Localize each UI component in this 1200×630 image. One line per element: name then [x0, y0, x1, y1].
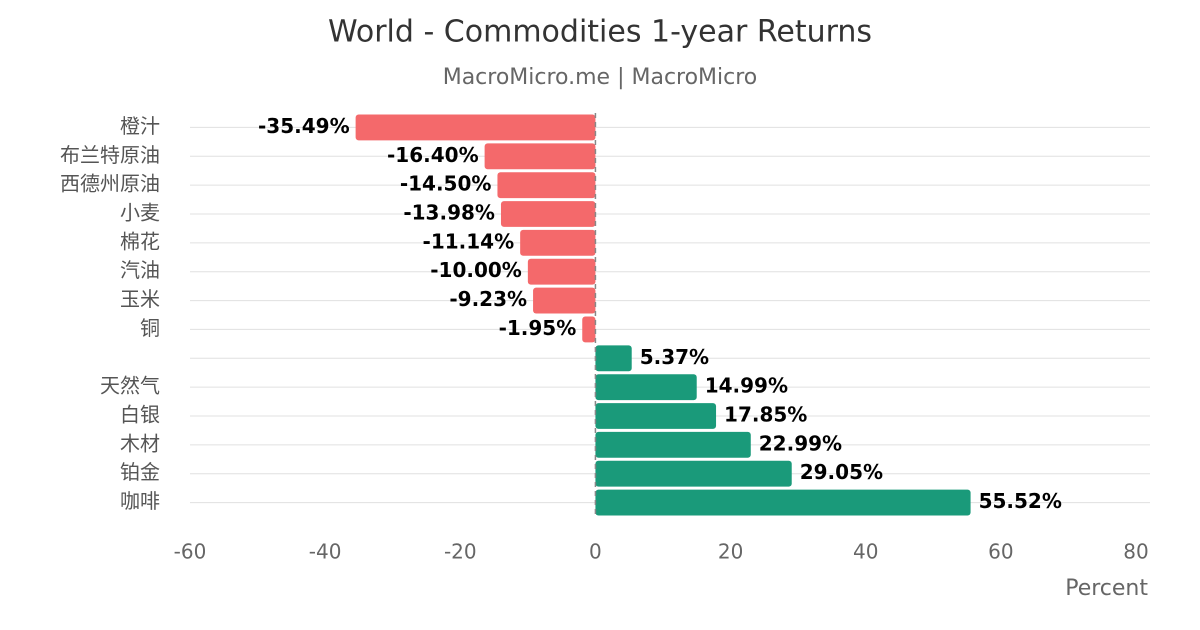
chart-subtitle: MacroMicro.me | MacroMicro — [443, 65, 758, 90]
x-axis-label: Percent — [1065, 576, 1148, 601]
y-tick-label: 小麦 — [120, 201, 160, 225]
y-tick-label: 白银 — [120, 403, 160, 427]
x-tick-label: 60 — [988, 540, 1013, 564]
data-label: 14.99% — [705, 374, 788, 398]
bar — [527, 258, 596, 285]
y-tick-label: 布兰特原油 — [60, 143, 160, 167]
y-tick-label: 木材 — [120, 431, 160, 455]
y-tick-label: 棉花 — [120, 229, 160, 253]
bar — [533, 287, 596, 314]
data-label: 17.85% — [724, 403, 807, 427]
y-tick-label: 汽油 — [120, 258, 160, 282]
y-tick-label: 铂金 — [120, 460, 160, 484]
bar — [520, 229, 596, 256]
x-tick-label: 40 — [853, 540, 878, 564]
y-tick-label: 橙汁 — [120, 114, 160, 138]
data-label: 5.37% — [640, 345, 709, 369]
bar — [582, 316, 596, 343]
y-tick-label: 咖啡 — [120, 489, 160, 513]
bar — [595, 345, 632, 372]
bar — [595, 460, 792, 487]
x-tick-label: -60 — [174, 540, 207, 564]
y-tick-label: 天然气 — [100, 374, 160, 398]
bar — [595, 374, 697, 401]
data-label: 55.52% — [979, 489, 1062, 513]
data-label: -9.23% — [449, 287, 527, 311]
y-tick-label: 玉米 — [120, 287, 160, 311]
bar — [500, 201, 596, 227]
bar — [355, 114, 596, 141]
bar — [595, 403, 717, 429]
data-label: -14.50% — [400, 172, 492, 196]
data-label: -1.95% — [499, 316, 577, 340]
chart-title: World - Commodities 1-year Returns — [328, 15, 872, 50]
bar — [497, 172, 596, 199]
x-tick-label: 20 — [718, 540, 743, 564]
y-tick-label: 铜 — [140, 316, 160, 340]
bar — [595, 489, 971, 516]
x-tick-label: -40 — [309, 540, 342, 564]
data-label: 22.99% — [759, 431, 842, 455]
bar — [484, 143, 596, 170]
x-tick-label: 0 — [589, 540, 602, 564]
data-label: -35.49% — [258, 114, 350, 138]
x-tick-label: 80 — [1123, 540, 1148, 564]
x-tick-label: -20 — [444, 540, 477, 564]
data-label: -16.40% — [387, 143, 479, 167]
y-tick-label: 西德州原油 — [60, 172, 160, 196]
data-label: -13.98% — [403, 201, 495, 225]
bar — [595, 431, 751, 458]
data-label: -10.00% — [430, 258, 522, 282]
data-label: 29.05% — [800, 460, 883, 484]
data-label: -11.14% — [423, 229, 515, 253]
